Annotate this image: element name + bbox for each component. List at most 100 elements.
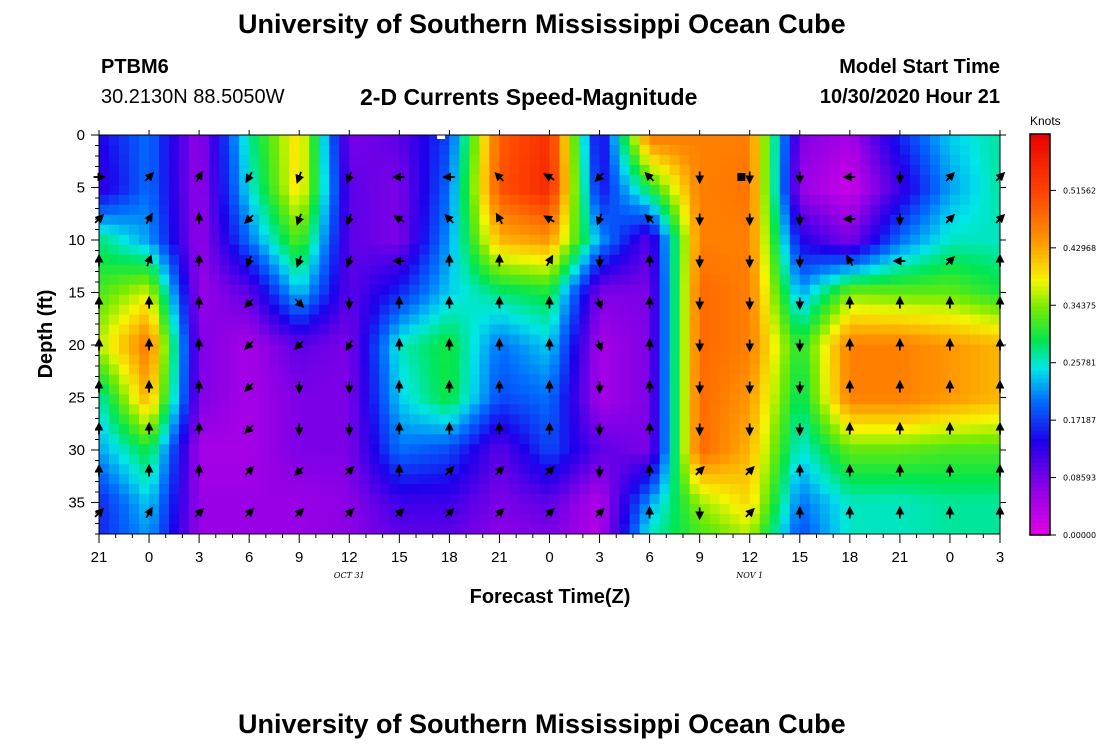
heatmap-cell bbox=[289, 384, 300, 395]
heatmap-cell bbox=[259, 344, 270, 356]
heatmap-cell bbox=[549, 204, 561, 216]
heatmap-cell bbox=[919, 364, 931, 375]
heatmap-cell bbox=[959, 314, 971, 326]
heatmap-cell bbox=[809, 414, 821, 425]
heatmap-cell bbox=[769, 154, 781, 166]
heatmap-cell bbox=[139, 424, 150, 435]
heatmap-cell bbox=[539, 334, 551, 346]
heatmap-cell bbox=[869, 494, 881, 505]
heatmap-cell bbox=[229, 474, 240, 485]
heatmap-cell bbox=[519, 484, 531, 495]
heatmap-cell bbox=[209, 374, 220, 385]
heatmap-cell bbox=[559, 224, 571, 236]
point-marker bbox=[737, 173, 746, 181]
heatmap-cell bbox=[549, 404, 561, 415]
heatmap-cell bbox=[649, 394, 661, 405]
heatmap-cell bbox=[689, 514, 701, 525]
heatmap-cell bbox=[99, 264, 110, 276]
heatmap-cell bbox=[279, 374, 290, 385]
heatmap-cell bbox=[899, 384, 911, 395]
heatmap-cell bbox=[969, 214, 981, 226]
heatmap-cell bbox=[409, 524, 420, 534]
colorbar-cell bbox=[1030, 226, 1050, 231]
heatmap-cell bbox=[469, 404, 481, 415]
heatmap-cell bbox=[799, 414, 811, 425]
heatmap-cell bbox=[219, 334, 230, 346]
x-tick-label: 18 bbox=[441, 549, 458, 566]
heatmap-cell bbox=[759, 524, 771, 534]
heatmap-cell bbox=[499, 244, 511, 256]
heatmap-cell bbox=[209, 234, 220, 246]
heatmap-cell bbox=[939, 494, 951, 505]
heatmap-cell bbox=[199, 504, 210, 515]
heatmap-cell bbox=[409, 364, 420, 375]
heatmap-cell bbox=[729, 184, 741, 196]
heatmap-cell bbox=[769, 474, 781, 485]
heatmap-cell bbox=[209, 454, 220, 465]
heatmap-cell bbox=[959, 414, 971, 425]
heatmap-cell bbox=[619, 364, 631, 375]
heatmap-cell bbox=[239, 454, 250, 465]
heatmap-cell bbox=[459, 384, 471, 395]
heatmap-cell bbox=[129, 464, 140, 475]
heatmap-cell bbox=[959, 264, 971, 276]
heatmap-cell bbox=[119, 204, 130, 216]
heatmap-cell bbox=[889, 135, 901, 146]
heatmap-cell bbox=[539, 144, 551, 156]
heatmap-cell bbox=[879, 444, 891, 455]
heatmap-cell bbox=[549, 324, 561, 336]
heatmap-cell bbox=[289, 314, 300, 326]
heatmap-cell bbox=[809, 174, 821, 186]
heatmap-cell bbox=[349, 135, 360, 146]
heatmap-cell bbox=[299, 404, 310, 415]
heatmap-cell bbox=[559, 424, 571, 435]
heatmap-cell bbox=[849, 514, 861, 525]
heatmap-cell bbox=[379, 444, 390, 455]
heatmap-cell bbox=[679, 244, 691, 256]
heatmap-cell bbox=[979, 214, 991, 226]
heatmap-cell bbox=[759, 454, 771, 465]
colorbar-cell bbox=[1030, 174, 1050, 179]
heatmap-cell bbox=[409, 294, 420, 306]
heatmap-cell bbox=[829, 404, 841, 415]
heatmap-cell bbox=[619, 494, 631, 505]
heatmap-cell bbox=[619, 334, 631, 346]
heatmap-cell bbox=[779, 194, 791, 206]
heatmap-cell bbox=[659, 524, 671, 534]
heatmap-cell bbox=[869, 414, 881, 425]
heatmap-cell bbox=[509, 184, 521, 196]
heatmap-cell bbox=[699, 484, 711, 495]
heatmap-cell bbox=[809, 374, 821, 385]
heatmap-cell bbox=[369, 204, 380, 216]
heatmap-cell bbox=[719, 354, 731, 366]
heatmap-cell bbox=[259, 244, 270, 256]
heatmap-cell bbox=[699, 404, 711, 415]
heatmap-cell bbox=[129, 224, 140, 236]
heatmap-cell bbox=[649, 214, 661, 226]
heatmap-cell bbox=[609, 474, 621, 485]
heatmap-cell bbox=[119, 504, 130, 515]
heatmap-cell bbox=[369, 334, 380, 346]
heatmap-cell bbox=[899, 194, 911, 206]
heatmap-cell bbox=[819, 194, 831, 206]
heatmap-cell bbox=[399, 294, 410, 306]
heatmap-cell bbox=[739, 324, 751, 336]
heatmap-cell bbox=[689, 294, 701, 306]
heatmap-cell bbox=[929, 264, 941, 276]
heatmap-cell bbox=[119, 135, 130, 146]
heatmap-cell bbox=[209, 154, 220, 166]
heatmap-cell bbox=[399, 384, 410, 395]
heatmap-cell bbox=[609, 194, 621, 206]
heatmap-cell bbox=[799, 254, 811, 266]
heatmap-cell bbox=[529, 414, 541, 425]
heatmap-cell bbox=[569, 154, 581, 166]
heatmap-cell bbox=[239, 144, 250, 156]
heatmap-cell bbox=[889, 354, 901, 366]
heatmap-cell bbox=[409, 264, 420, 276]
heatmap-cell bbox=[469, 524, 481, 534]
heatmap-cell bbox=[859, 424, 871, 435]
heatmap-cell bbox=[179, 394, 190, 405]
heatmap-cell bbox=[339, 224, 350, 236]
heatmap-cell bbox=[249, 484, 260, 495]
heatmap-cell bbox=[779, 444, 791, 455]
